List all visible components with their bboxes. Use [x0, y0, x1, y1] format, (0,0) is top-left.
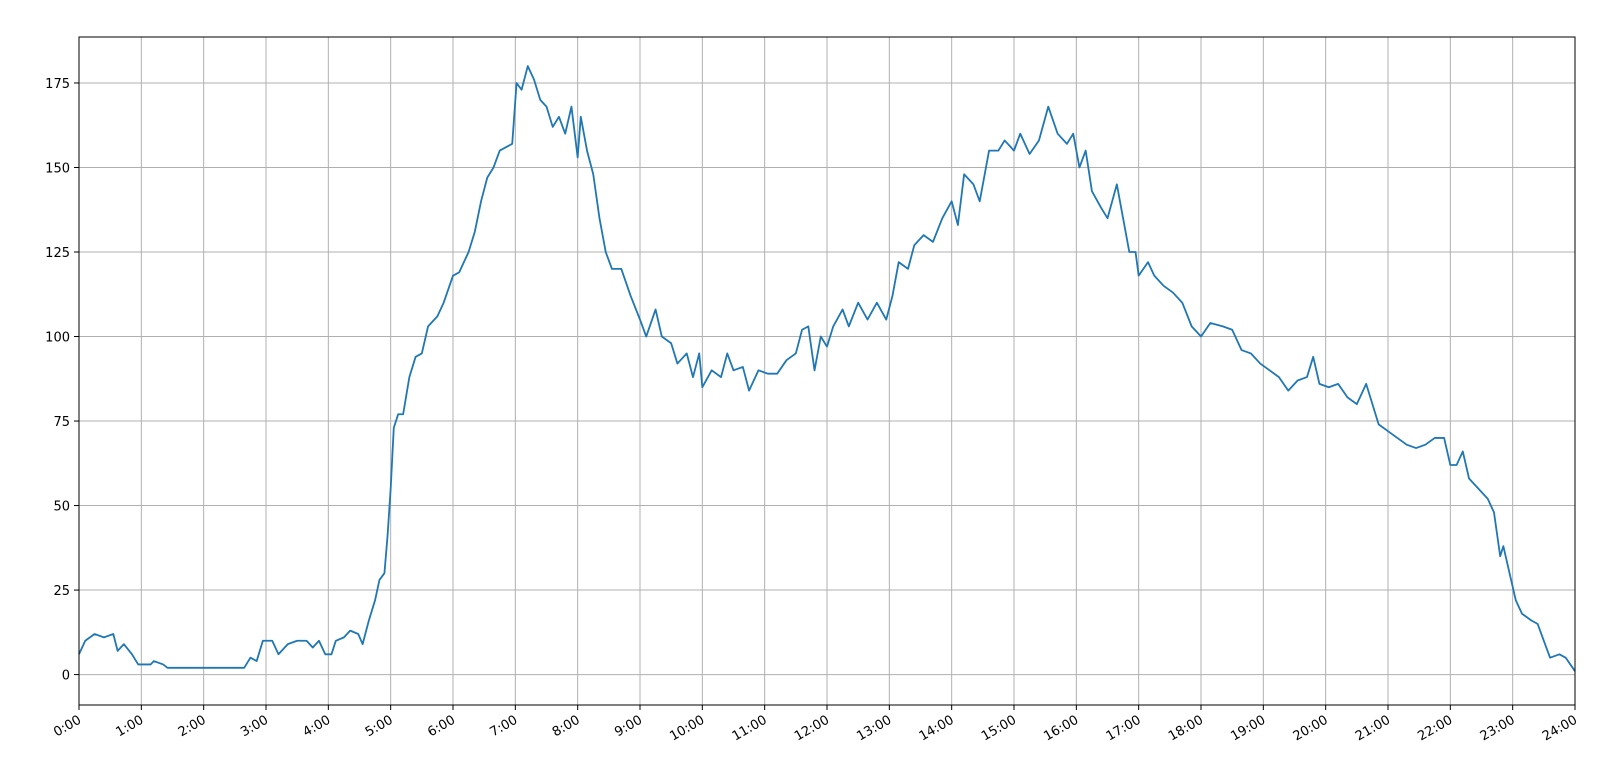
x-tick-label: 9:00: [612, 713, 645, 741]
x-tick-label: 11:00: [730, 713, 770, 745]
y-tick-label: 175: [45, 77, 70, 92]
x-tick-label: 7:00: [488, 713, 521, 741]
x-tick-label: 8:00: [550, 713, 583, 741]
data-line: [78, 65, 1576, 672]
x-tick-label: 18:00: [1166, 713, 1206, 745]
x-tick-label: 2:00: [176, 713, 209, 741]
x-tick-label: 14:00: [917, 713, 957, 745]
x-tick-label: 10:00: [667, 713, 707, 745]
y-tick-label: 25: [53, 584, 70, 599]
x-tick-label: 24:00: [1540, 713, 1580, 745]
x-tick-label: 1:00: [114, 713, 147, 741]
x-tick-label: 17:00: [1104, 713, 1144, 745]
x-tick-label: 3:00: [238, 713, 271, 741]
y-tick-label: 125: [45, 246, 70, 261]
x-tick-label: 19:00: [1228, 713, 1268, 745]
y-tick-label: 75: [53, 415, 70, 430]
x-tick-label: 23:00: [1478, 713, 1518, 745]
x-tick-label: 22:00: [1415, 713, 1455, 745]
x-tick-label: 12:00: [792, 713, 832, 745]
x-tick-label: 20:00: [1291, 713, 1331, 745]
x-tick-label: 15:00: [979, 713, 1019, 745]
x-tick-label: 13:00: [854, 713, 894, 745]
x-tick-label: 5:00: [363, 713, 396, 741]
x-tick-label: 21:00: [1353, 713, 1393, 745]
x-tick-label: 6:00: [425, 713, 458, 741]
plot-frame: [78, 36, 1576, 706]
y-tick-label: 50: [53, 500, 70, 515]
y-tick-label: 0: [62, 669, 70, 684]
x-tick-label: 4:00: [301, 713, 334, 741]
x-tick-label: 16:00: [1041, 713, 1081, 745]
x-tick-label: 0:00: [51, 713, 84, 741]
y-tick-label: 150: [45, 161, 70, 176]
y-tick-label: 100: [45, 331, 70, 346]
